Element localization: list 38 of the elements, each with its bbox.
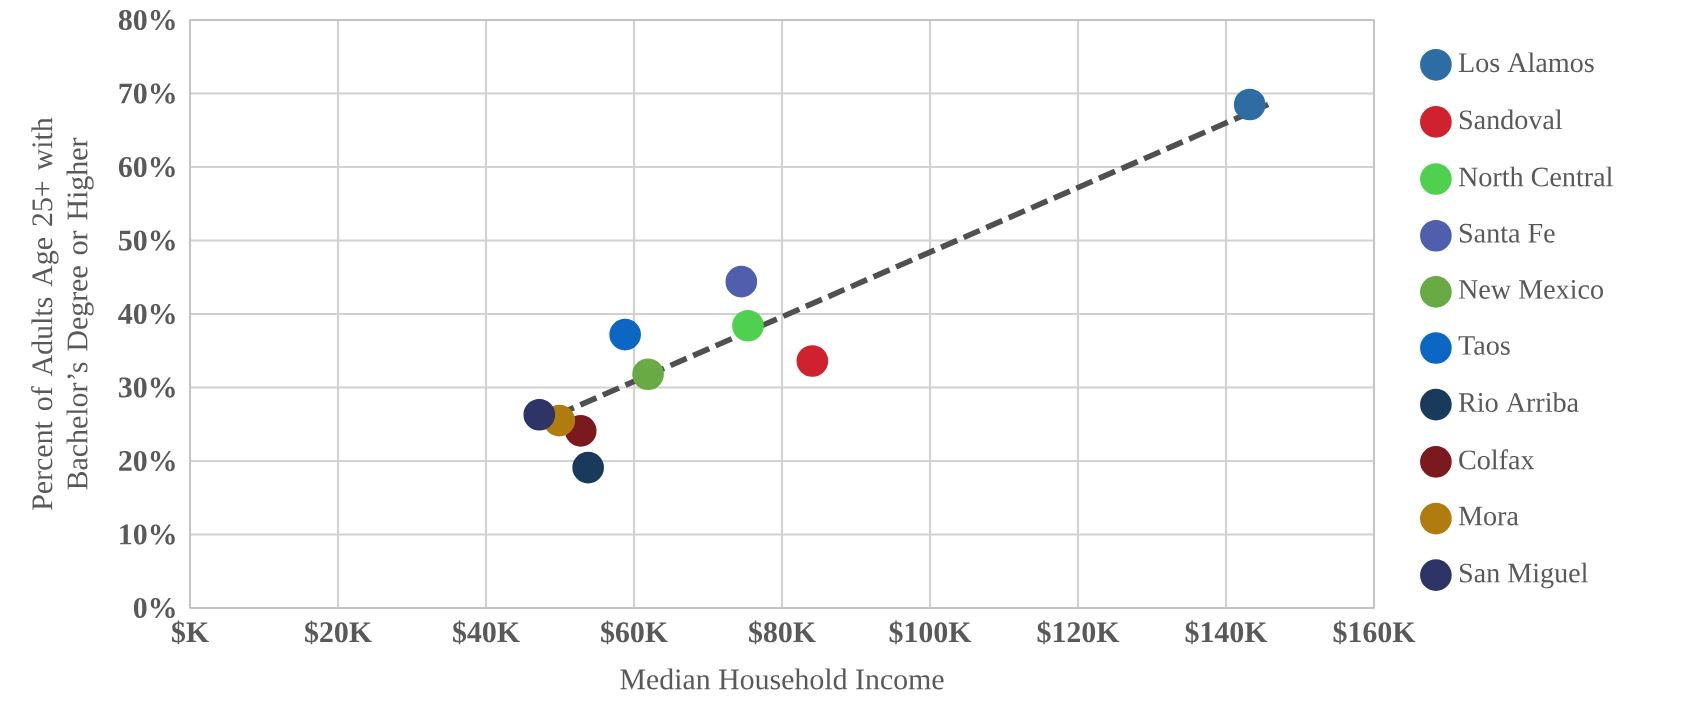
point [609, 318, 641, 351]
legend-label: Sandoval [1459, 109, 1563, 130]
legend-label: Colfax [1459, 449, 1535, 470]
legend-label: Rio Arriba [1458, 392, 1579, 413]
y-tick-label: 30% [118, 377, 175, 398]
legend-label: Mora [1458, 506, 1519, 526]
legend-label: North Central [1458, 166, 1613, 187]
x-tick-label: $160K [1333, 620, 1416, 645]
legend-label: Los Alamos [1458, 52, 1594, 73]
y-tick-label: 10% [120, 524, 175, 545]
y-tick-label: 20% [119, 450, 175, 472]
y-tick-label: 70% [119, 83, 175, 104]
x-tick-label: $80K [749, 620, 816, 645]
legend-label: San Miguel [1459, 562, 1588, 589]
x-tick-label: $120K [1037, 620, 1120, 645]
y-axis-title: Percent of Adults Age 25+ with Bachelor’s Degree or Higher [31, 117, 94, 510]
y-tick-label: 50% [119, 230, 175, 251]
point [523, 398, 556, 431]
x-axis-title: Median Household Income [620, 668, 944, 690]
x-tick-label: $60K [601, 620, 668, 645]
y-tick-label: 0% [133, 597, 175, 619]
point [725, 265, 758, 298]
x-tick-label: $100K [889, 620, 972, 645]
y-tick-label: 40% [118, 303, 175, 325]
legend-label: Santa Fe [1459, 223, 1555, 243]
point [632, 358, 664, 391]
point [572, 451, 604, 484]
x-tick-label: $K [171, 620, 209, 645]
x-tick-label: $140K [1185, 620, 1268, 645]
x-tick-label: $20K [305, 620, 372, 645]
y-tick-label: 80% [118, 9, 175, 31]
point [732, 309, 764, 342]
y-tick-label: 60% [118, 156, 175, 178]
x-tick-label: $40K [453, 620, 520, 645]
legend-label: New Mexico [1458, 279, 1603, 299]
legend-label: Taos [1458, 336, 1510, 355]
point [796, 345, 829, 377]
point [1233, 88, 1266, 121]
